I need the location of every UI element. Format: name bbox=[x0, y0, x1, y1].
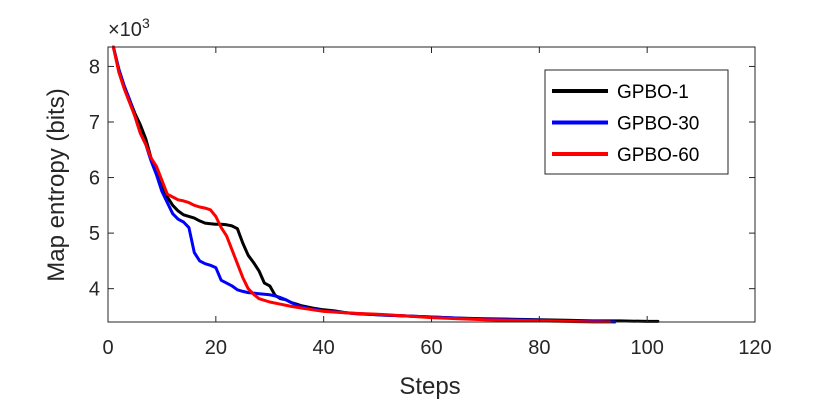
y-multiplier: ×103 bbox=[108, 15, 150, 41]
y-multiplier-exponent: 3 bbox=[142, 15, 150, 31]
x-tick-label: 100 bbox=[630, 337, 663, 359]
legend: GPBO-1 GPBO-30 GPBO-60 bbox=[544, 69, 729, 175]
y-multiplier-base: ×10 bbox=[108, 19, 142, 41]
x-tick-label: 60 bbox=[420, 337, 442, 359]
y-axis-label: Map entropy (bits) bbox=[43, 88, 70, 281]
x-tick-label: 20 bbox=[205, 337, 227, 359]
y-tick-label: 8 bbox=[89, 56, 100, 78]
axes: 0 20 40 60 80 100 120 4 5 6 7 8 bbox=[89, 46, 772, 359]
y-tick-label: 7 bbox=[89, 112, 100, 134]
y-tick-label: 5 bbox=[89, 223, 100, 245]
y-tick-label: 4 bbox=[89, 279, 100, 301]
x-tick-label: 0 bbox=[102, 337, 113, 359]
series-line-3 bbox=[111, 45, 611, 324]
legend-label-2: GPBO-30 bbox=[617, 114, 699, 135]
legend-label-1: GPBO-1 bbox=[617, 82, 689, 103]
x-tick-label: 80 bbox=[528, 337, 550, 359]
plot-area bbox=[111, 45, 660, 324]
y-tick-label: 6 bbox=[89, 168, 100, 190]
series-line-2 bbox=[111, 45, 617, 324]
x-tick-label: 120 bbox=[738, 337, 771, 359]
legend-label-3: GPBO-60 bbox=[617, 145, 699, 166]
x-tick-label: 40 bbox=[313, 337, 335, 359]
x-axis-label: Steps bbox=[399, 373, 460, 400]
